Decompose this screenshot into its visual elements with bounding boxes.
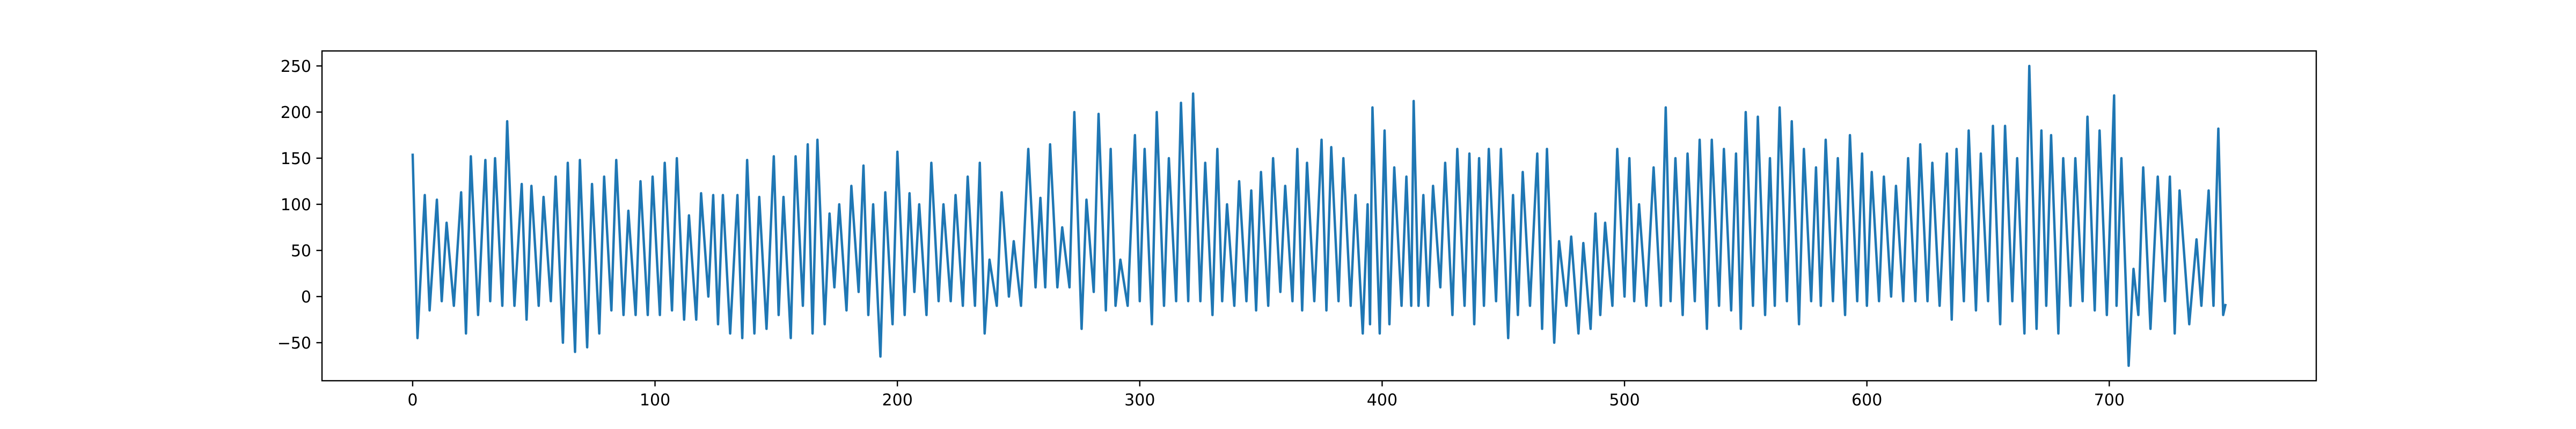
x-tick-label: 100: [640, 391, 670, 410]
y-tick-label: 150: [281, 150, 311, 168]
plot-frame: [321, 50, 2317, 382]
x-tick-label: 0: [407, 391, 418, 410]
x-tick-label: 700: [2094, 391, 2125, 410]
y-tick-label: 200: [281, 103, 311, 122]
y-tick-label: 100: [281, 196, 311, 214]
x-tick-label: 300: [1124, 391, 1155, 410]
y-tick-label: 50: [291, 242, 311, 261]
y-tick-label: 0: [301, 288, 311, 307]
y-tick-label: 250: [281, 57, 311, 76]
x-tick-label: 200: [882, 391, 913, 410]
x-tick-label: 400: [1367, 391, 1397, 410]
y-tick-label: −50: [277, 334, 311, 353]
x-tick-label: 600: [1851, 391, 1882, 410]
data-line: [411, 64, 2227, 367]
x-tick-label: 500: [1609, 391, 1640, 410]
